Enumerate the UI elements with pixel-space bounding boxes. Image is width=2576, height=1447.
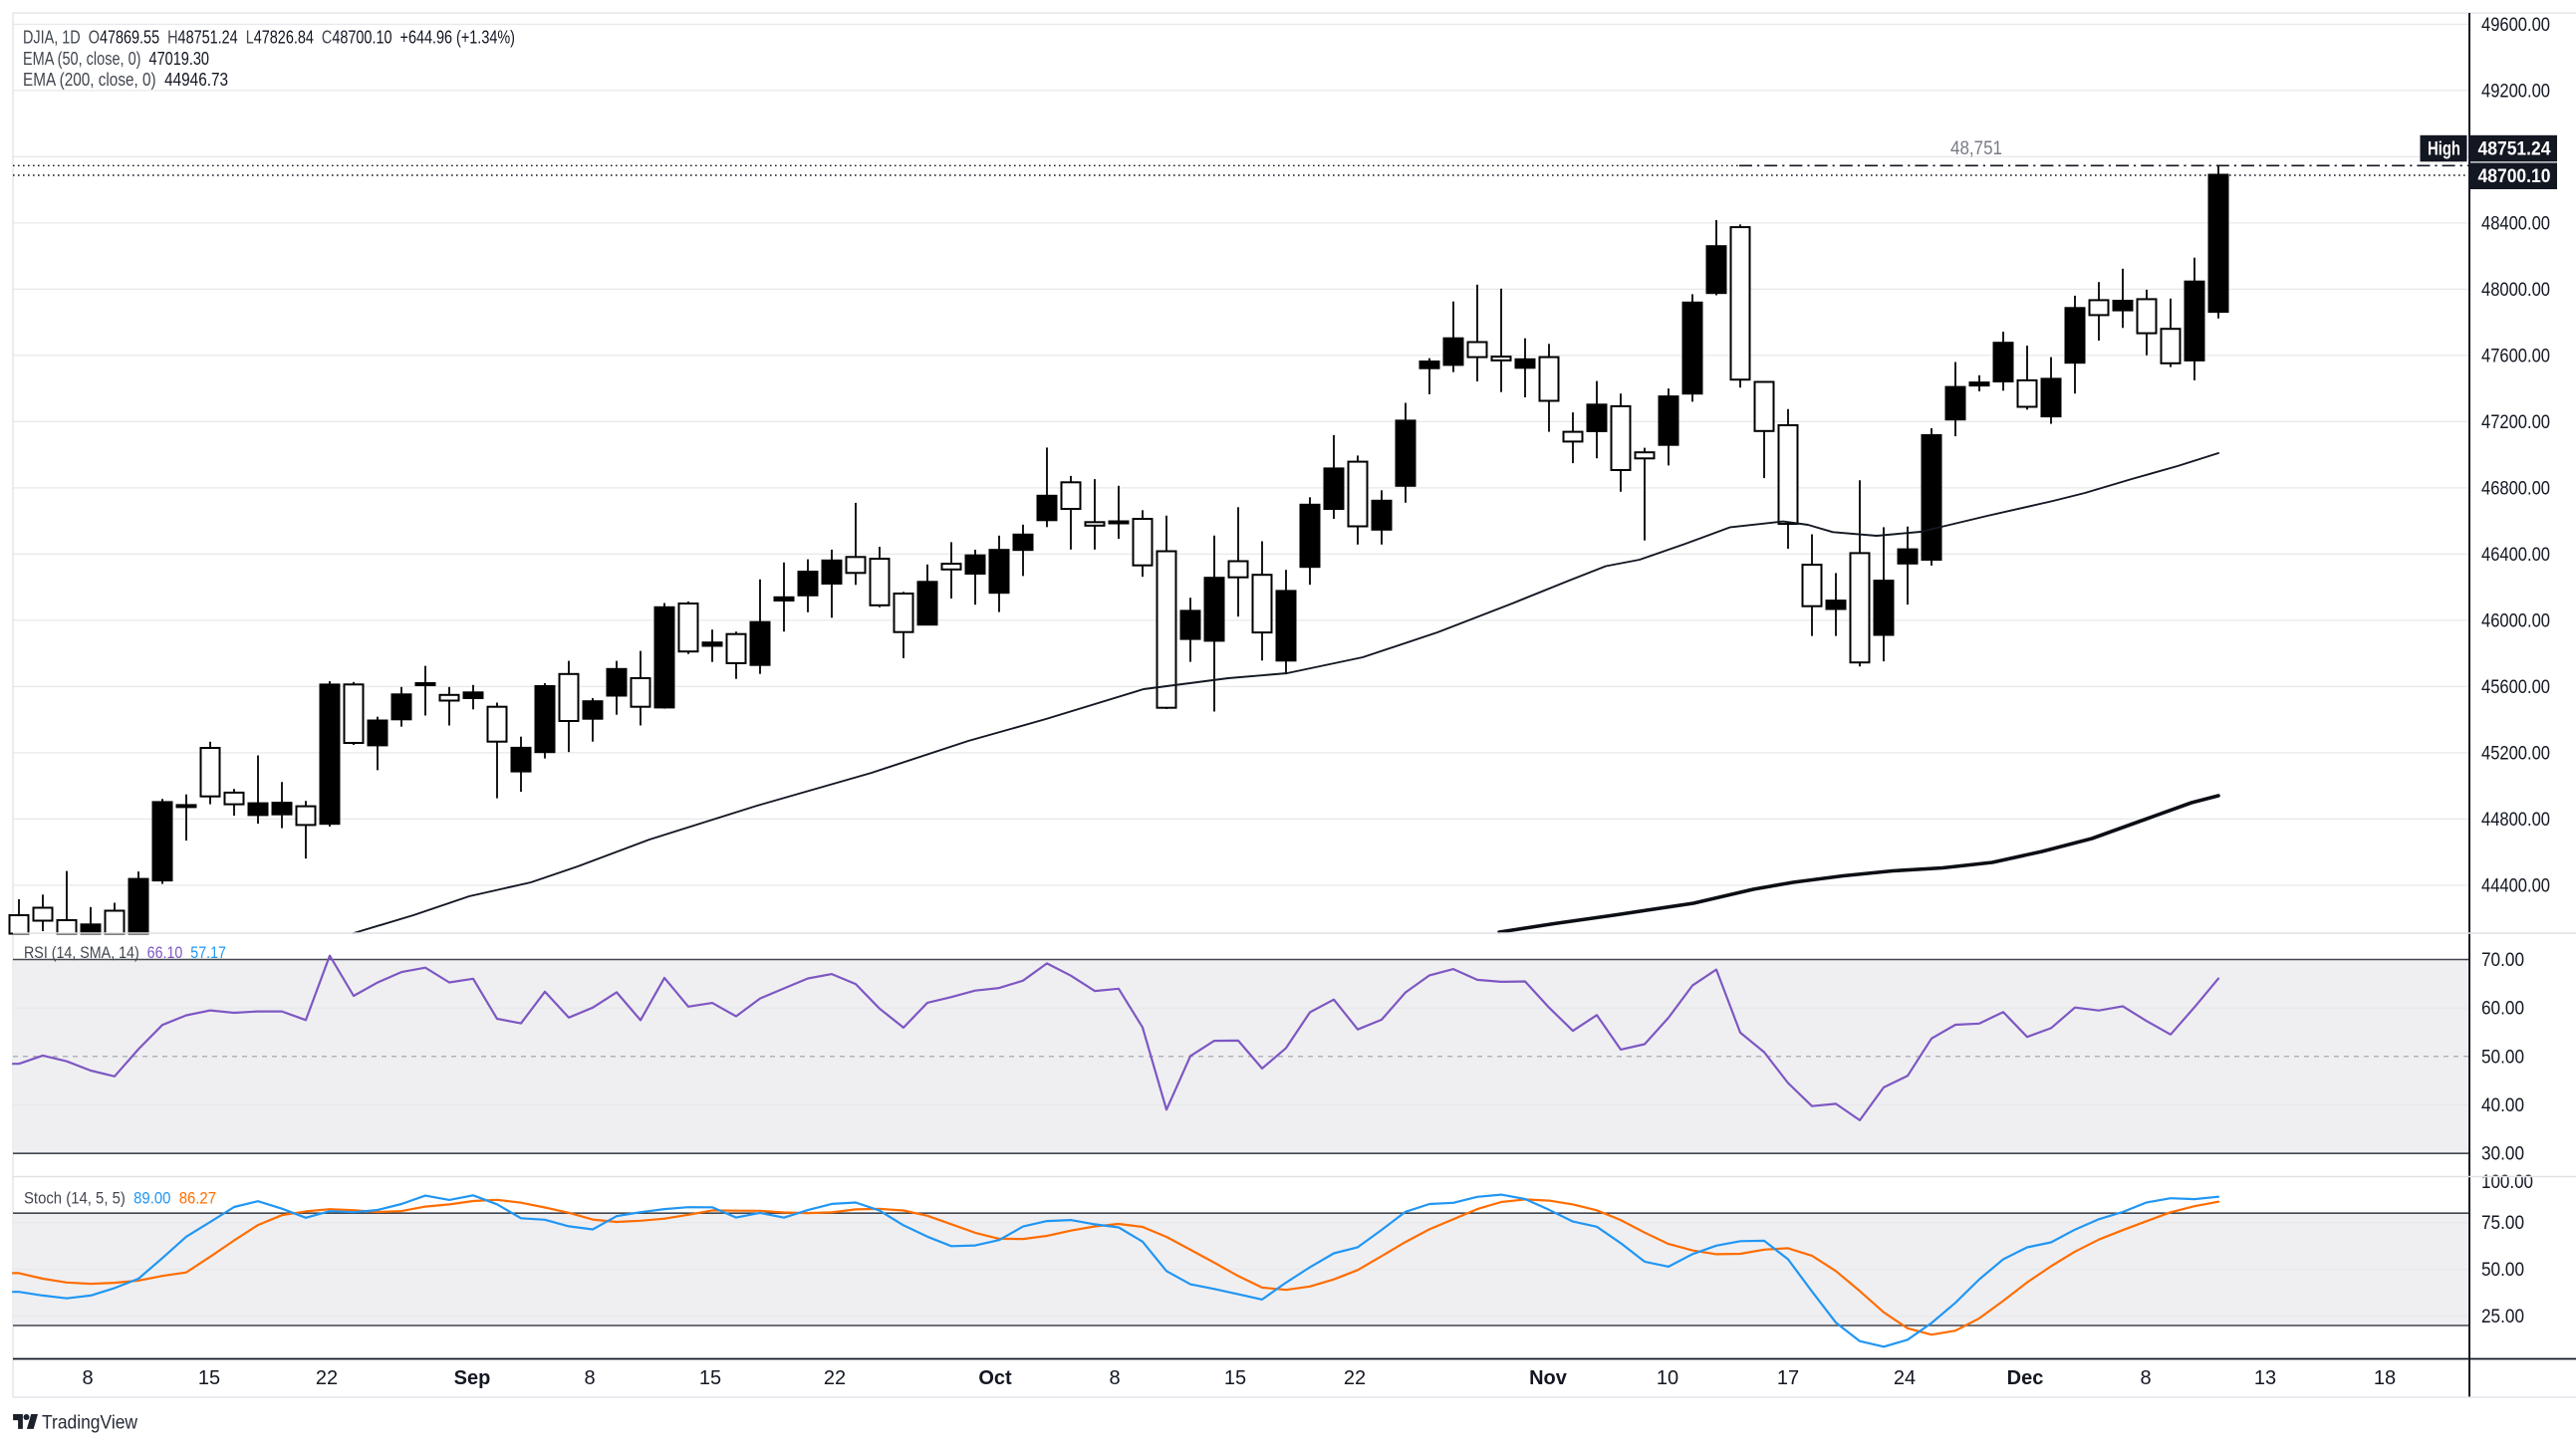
svg-text:46400.00: 46400.00 [2481,545,2550,566]
svg-text:100.00: 100.00 [2481,1172,2533,1193]
svg-text:45200.00: 45200.00 [2481,743,2550,764]
svg-text:EMA (200, close, 0) 44946.73: EMA (200, close, 0) 44946.73 [23,70,228,90]
svg-text:25.00: 25.00 [2481,1307,2524,1327]
svg-text:48700.10: 48700.10 [2478,166,2551,187]
svg-text:40.00: 40.00 [2481,1095,2524,1116]
svg-text:8: 8 [2140,1367,2151,1389]
svg-text:15: 15 [699,1367,721,1389]
svg-text:High: High [2428,139,2460,160]
svg-text:44800.00: 44800.00 [2481,810,2550,831]
svg-text:49600.00: 49600.00 [2481,15,2550,36]
svg-text:15: 15 [1224,1367,1246,1389]
svg-text:18: 18 [2374,1367,2396,1389]
svg-text:17: 17 [1777,1367,1799,1389]
svg-text:48400.00: 48400.00 [2481,213,2550,234]
svg-text:47200.00: 47200.00 [2481,412,2550,433]
svg-text:46000.00: 46000.00 [2481,610,2550,631]
svg-text:24: 24 [1894,1367,1916,1389]
svg-text:Stoch (14, 5, 5) 89.00 86.27: Stoch (14, 5, 5) 89.00 86.27 [24,1189,216,1208]
svg-text:8: 8 [82,1367,93,1389]
svg-text:47600.00: 47600.00 [2481,346,2550,366]
svg-text:13: 13 [2254,1367,2276,1389]
svg-text:22: 22 [316,1367,338,1389]
svg-text:8: 8 [584,1367,595,1389]
svg-text:50.00: 50.00 [2481,1047,2524,1068]
svg-text:Nov: Nov [1529,1367,1568,1389]
svg-text:8: 8 [1109,1367,1120,1389]
svg-text:TradingView: TradingView [42,1412,138,1434]
svg-text:70.00: 70.00 [2481,950,2524,971]
svg-text:Sep: Sep [454,1367,491,1389]
svg-text:DJIA, 1D O47869.55 H48751.24: DJIA, 1D O47869.55 H48751.24 L47826.84 C… [23,28,515,48]
svg-text:45600.00: 45600.00 [2481,677,2550,698]
svg-text:Oct: Oct [978,1367,1012,1389]
svg-text:30.00: 30.00 [2481,1144,2524,1165]
svg-text:22: 22 [1344,1367,1366,1389]
svg-text:49200.00: 49200.00 [2481,81,2550,102]
svg-text:10: 10 [1657,1367,1678,1389]
svg-text:48751.24: 48751.24 [2478,139,2551,160]
svg-text:50.00: 50.00 [2481,1260,2524,1281]
svg-text:Dec: Dec [2007,1367,2044,1389]
svg-text:22: 22 [824,1367,846,1389]
svg-text:48000.00: 48000.00 [2481,280,2550,301]
svg-text:15: 15 [198,1367,220,1389]
svg-text:46800.00: 46800.00 [2481,478,2550,499]
svg-text:EMA (50, close, 0) 47019.30: EMA (50, close, 0) 47019.30 [23,49,209,69]
svg-text:75.00: 75.00 [2481,1213,2524,1234]
svg-text:48,751: 48,751 [1950,138,2002,159]
svg-text:44400.00: 44400.00 [2481,875,2550,896]
svg-text:60.00: 60.00 [2481,999,2524,1020]
svg-text:RSI (14, SMA, 14) 66.10 57.1: RSI (14, SMA, 14) 66.10 57.17 [24,943,226,962]
